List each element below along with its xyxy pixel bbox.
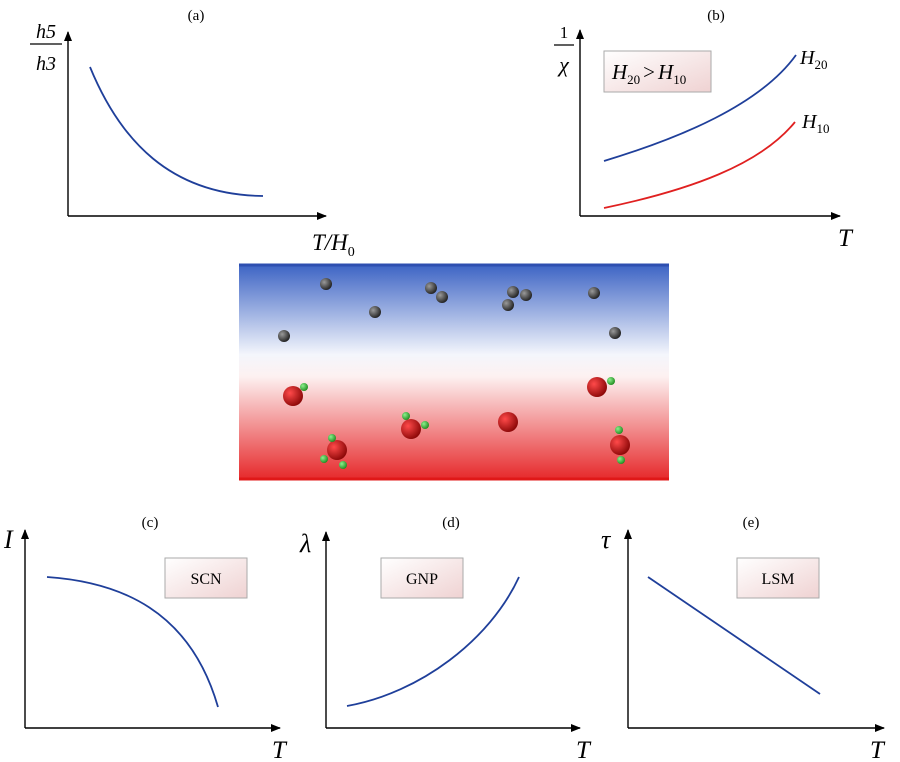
panel-b-y-numerator: 1 [560,23,569,42]
panel-b-field-order-box [603,50,712,93]
panel-b-curve-h20 [603,54,797,162]
dark-particle [320,278,332,290]
red-particle-with-ligand [610,426,630,464]
red-particle-with-ligand [401,412,429,439]
temperature-gradient-band [239,263,669,481]
dark-particle [609,327,621,339]
panel-e-material-label: LSM [762,571,795,588]
dark-particle [520,289,532,301]
panel-a-y-numerator: h5 [36,21,56,43]
band-fill [239,264,669,480]
panel-b-curve-h20-label: H20 [799,47,827,72]
panel-b-curve-h10-label: H10 [801,111,829,136]
dark-particle [369,306,381,318]
panel-c-tag: (c) [142,515,159,531]
panel-c-material-box [164,557,248,599]
panel-a-x-label: T/H0 [312,230,355,260]
panel-d-tag: (d) [442,515,460,531]
panel-b-y-denominator: χ [557,52,570,77]
dark-particle [507,286,519,298]
panel-a-tag: (a) [188,8,205,24]
panel-e-x-label: T [870,737,886,762]
panel-d: (d) λ T GNP [299,515,592,762]
panel-a: (a) h5 h3 T/H0 [30,8,355,260]
panel-b-x-label: T [838,225,854,252]
panel-b-curve-h10 [603,121,796,209]
dark-particles [278,278,621,342]
panel-e-tag: (e) [743,515,760,531]
red-particles [283,377,630,469]
panel-b-field-order-text: H20 > H10 [611,60,686,87]
dark-particle [588,287,600,299]
panel-e-curve [647,576,821,695]
red-particle-with-ligand [283,383,308,406]
panel-a-y-denominator: h3 [36,53,56,75]
panel-b: (b) 1 χ H20 > H10 H20 H10 T [554,8,854,252]
panel-d-x-label: T [576,737,592,762]
panel-b-tag: (b) [707,8,725,24]
panel-d-curve [346,576,520,707]
panel-c-x-label: T [272,737,288,762]
red-particle-with-ligand [320,434,347,469]
panel-a-curve [89,66,264,197]
panel-e-y-label: τ [601,525,612,554]
dark-particle [278,330,290,342]
panel-e: (e) τ T LSM [601,515,886,762]
panel-c: (c) I T SCN [3,515,288,762]
panel-e-material-box [736,557,820,599]
dark-particle [502,299,514,311]
panel-c-material-label: SCN [190,571,222,588]
red-particle [498,412,518,432]
dark-particle [425,282,437,294]
panel-d-material-label: GNP [406,571,438,588]
panel-c-curve [46,576,219,708]
dark-particle [436,291,448,303]
panel-c-y-label: I [3,525,14,554]
panel-d-y-label: λ [299,529,311,558]
red-particle-with-ligand [587,377,615,397]
panel-d-material-box [380,557,464,599]
